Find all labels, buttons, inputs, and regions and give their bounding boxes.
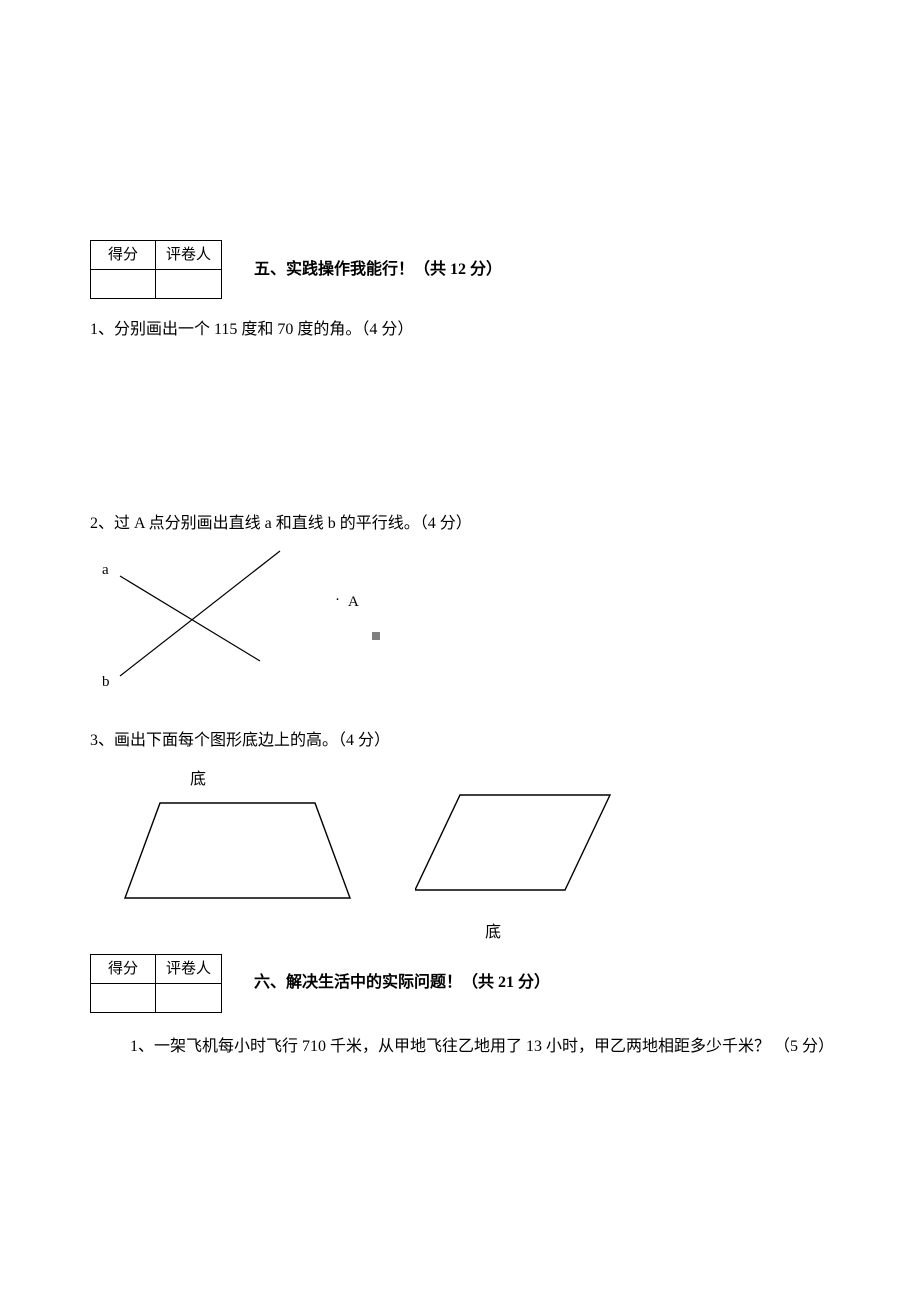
trapezoid-svg (120, 795, 355, 915)
score-col2-header-6: 评卷人 (156, 954, 222, 983)
point-dot: · (335, 592, 340, 608)
section6-title: 六、解决生活中的实际问题！（共 21 分） (254, 970, 550, 996)
trapezoid-block: 底 (120, 763, 355, 923)
diagram-q2: a b · A (90, 546, 830, 700)
parallelogram-base-label: 底 (485, 920, 615, 946)
section5-title: 五、实践操作我能行！（共 12 分） (254, 257, 502, 283)
trapezoid-base-label: 底 (190, 767, 355, 793)
score-col1-header: 得分 (91, 241, 156, 270)
page-fold-icon (372, 632, 380, 640)
label-b: b (102, 674, 110, 690)
section6-header: 得分 评卷人 六、解决生活中的实际问题！（共 21 分） (90, 954, 830, 1013)
score-col1-header-6: 得分 (91, 954, 156, 983)
trapezoid-shape (125, 803, 350, 898)
section5-header: 得分 评卷人 五、实践操作我能行！（共 12 分） (90, 240, 830, 299)
parallelogram-shape (415, 795, 610, 890)
section5-q2: 2、过 A 点分别画出直线 a 和直线 b 的平行线。（4 分） (90, 511, 830, 537)
score-col2-header: 评卷人 (156, 241, 222, 270)
scorer-cell-blank-6 (156, 983, 222, 1012)
section6-q1: 1、一架飞机每小时飞行 710 千米，从甲地飞往乙地用了 13 小时，甲乙两地相… (130, 1031, 830, 1063)
scorer-cell-blank (156, 270, 222, 299)
score-cell-blank-6 (91, 983, 156, 1012)
shapes-row: 底 底 (120, 763, 830, 945)
parallelogram-svg (415, 787, 615, 907)
section5-q3: 3、画出下面每个图形底边上的高。（4 分） (90, 728, 830, 754)
section5-q1: 1、分别画出一个 115 度和 70 度的角。（4 分） (90, 317, 830, 343)
score-cell-blank (91, 270, 156, 299)
line-a (120, 576, 260, 661)
label-a: a (102, 562, 109, 578)
crossing-lines-svg: a b · A (90, 546, 410, 691)
label-point-a: A (348, 594, 359, 610)
score-table-6: 得分 评卷人 (90, 954, 222, 1013)
score-table-5: 得分 评卷人 (90, 240, 222, 299)
parallelogram-block: 底 (415, 763, 615, 945)
line-b (120, 551, 280, 676)
blank-answer-area-q1 (90, 353, 830, 503)
